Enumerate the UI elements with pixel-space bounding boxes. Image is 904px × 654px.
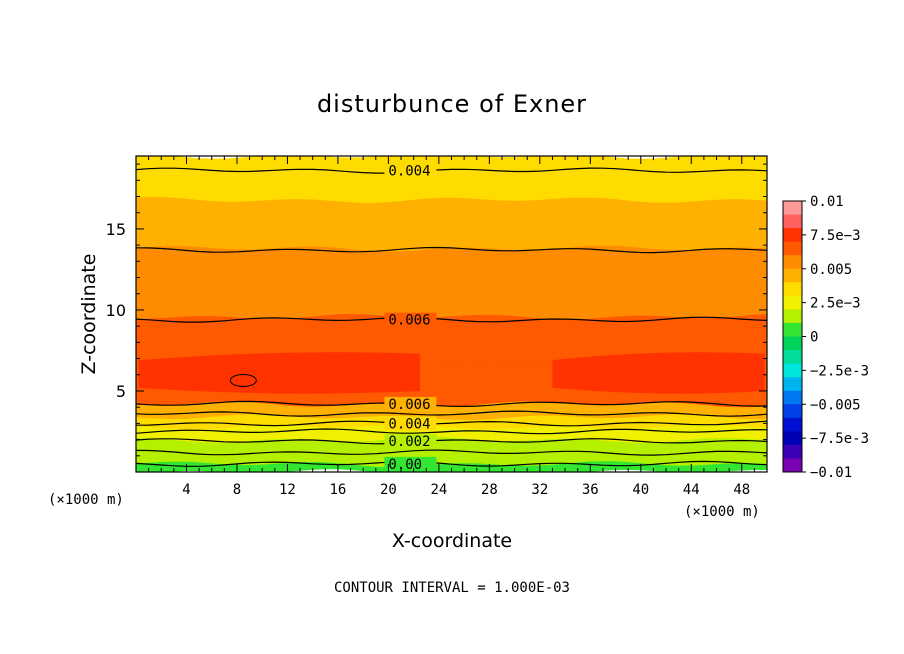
colorbar-tick-label: 0.005 — [810, 262, 852, 278]
colorbar-swatch — [783, 444, 802, 459]
colorbar-swatch — [783, 417, 802, 432]
x-tick-label: 16 — [329, 482, 346, 498]
colorbar-swatch — [783, 255, 802, 270]
contour-line — [136, 167, 767, 174]
colorbar-tick-label: −0.01 — [810, 465, 852, 481]
colorbar-swatch — [783, 282, 802, 297]
colorbar-swatch — [783, 336, 802, 351]
x-tick-label: 4 — [182, 482, 190, 498]
x-tick-label: 28 — [481, 482, 498, 498]
contour-band-core — [552, 352, 765, 394]
colorbar-tick-label: −0.005 — [810, 397, 861, 413]
contour-line — [136, 428, 767, 435]
contour-line — [136, 460, 767, 467]
colorbar-swatch — [783, 458, 802, 473]
contour-line — [136, 246, 767, 254]
colorbar-tick-label: −2.5e-3 — [810, 363, 869, 379]
colorbar-swatch — [783, 309, 802, 324]
colorbar-swatch — [783, 350, 802, 364]
colorbar-swatch — [783, 377, 802, 392]
x-tick-label: 24 — [430, 482, 447, 498]
x-tick-label: 48 — [733, 482, 750, 498]
contour-line — [136, 400, 767, 408]
x-tick-label: 36 — [582, 482, 599, 498]
colorbar-tick-label: 0.01 — [810, 194, 844, 210]
contour-line — [136, 410, 767, 417]
contour-band — [136, 285, 767, 320]
contour-label: 0.004 — [388, 416, 430, 432]
contour-band-core — [138, 352, 420, 394]
colorbar-swatch — [783, 363, 802, 378]
x-tick-label: 12 — [279, 482, 296, 498]
colorbar-tick-label: 2.5e−3 — [810, 296, 861, 312]
y-tick-label: 5 — [116, 382, 126, 401]
colorbar-swatch — [783, 214, 802, 229]
contour-interval-footer: CONTOUR INTERVAL = 1.000E-03 — [334, 580, 570, 596]
contour-line — [136, 316, 767, 323]
contour-line — [136, 449, 767, 456]
colorbar-tick-label: −7.5e-3 — [810, 431, 869, 447]
colorbar-tick-label: 0 — [810, 330, 818, 346]
y-tick-label: 10 — [106, 301, 126, 320]
contour-line — [136, 420, 767, 427]
x-tick-label: 20 — [380, 482, 397, 498]
contour-band — [136, 156, 767, 203]
colorbar-swatch — [783, 390, 802, 405]
colorbar-tick-label: 7.5e−3 — [810, 228, 861, 244]
colorbar-swatch — [783, 228, 802, 243]
colorbar-swatch — [783, 268, 802, 283]
contour-label: 0.00 — [388, 457, 422, 473]
x-axis-unit: (×1000 m) — [48, 492, 124, 508]
colorbar-swatch — [783, 322, 802, 337]
colorbar-swatch — [783, 241, 802, 256]
contour-label-bg — [384, 396, 437, 411]
colorbar-swatch — [783, 431, 802, 446]
colorbar: 0.01 7.5e−3 0.005 2.5e−3 0 −2.5e-3 −0.005 −7.5e… — [782, 194, 869, 481]
x-tick-label: 8 — [233, 482, 241, 498]
contour-label-bg — [384, 163, 437, 178]
contour-label-bg — [384, 416, 437, 431]
contour-label-bg — [384, 434, 437, 449]
colorbar-swatch — [783, 201, 802, 215]
chart-title: disturbunce of Exner — [317, 90, 587, 118]
contour-band — [136, 196, 767, 252]
x-axis-label: X-coordinate — [392, 530, 512, 552]
x-axis-unit-right: (×1000 m) — [684, 504, 760, 520]
y-axis-label: Z-coordinate — [78, 254, 100, 375]
contour-label: 0.002 — [388, 434, 430, 450]
contour-label-bg — [384, 456, 437, 471]
x-tick-label: 40 — [632, 482, 649, 498]
contour-label: 0.004 — [388, 164, 430, 180]
contour-label: 0.006 — [388, 397, 430, 413]
contour-label: 0.006 — [388, 313, 430, 329]
x-tick-label: 44 — [683, 482, 700, 498]
colorbar-swatch — [783, 295, 802, 310]
contour-line — [136, 438, 767, 445]
closed-contour — [229, 373, 257, 387]
colorbar-swatch — [783, 404, 802, 419]
contour-label-bg — [384, 312, 437, 327]
x-tick-label: 32 — [531, 482, 548, 498]
y-tick-label: 15 — [106, 220, 126, 239]
